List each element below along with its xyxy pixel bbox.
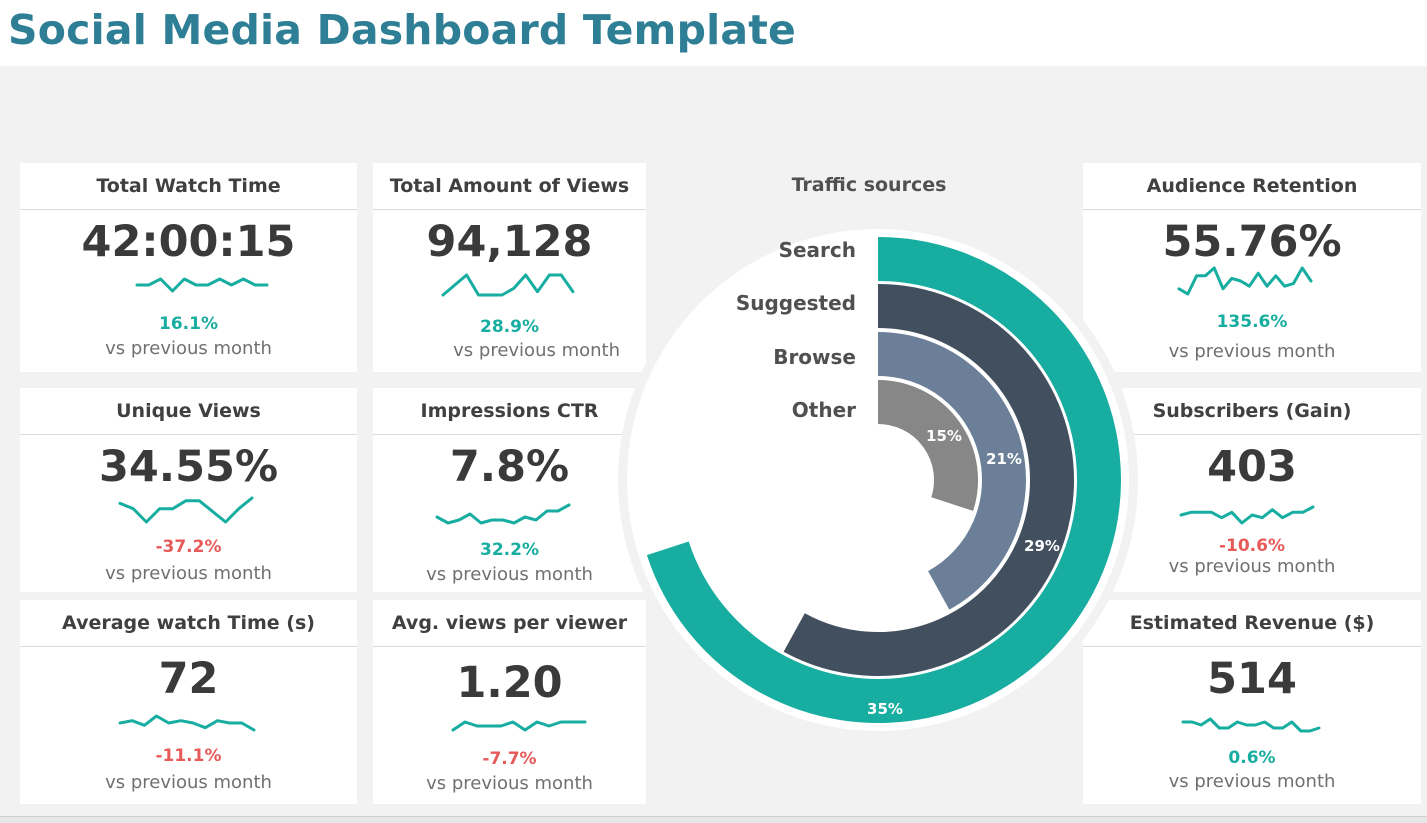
card-total-watch-time[interactable]: Total Watch Time 42:00:15 16.1% vs previ… [20,163,357,372]
card-value: 1.20 [456,658,563,708]
vs-previous-month: vs previous month [1168,771,1336,792]
vs-previous-month: vs previous month [426,773,593,794]
change-percent: -10.6% [1218,536,1286,556]
card-label: Impressions CTR [373,388,646,435]
change-percent: 135.6% [1216,312,1288,332]
card-value: 72 [158,654,219,704]
card-value: 55.76% [1162,217,1342,267]
change-percent: -37.2% [155,537,222,557]
sparkline [118,714,256,732]
sparkline [1177,266,1313,296]
vs-previous-month: vs previous month [105,338,272,359]
card-label: Audience Retention [1083,163,1421,210]
card-estimated-revenue[interactable]: Estimated Revenue ($) 514 0.6% vs previo… [1083,600,1421,804]
traffic-sources-title: Traffic sources [791,174,947,196]
sparkline [451,720,587,732]
vs-previous-month: vs previous month [426,564,593,585]
vs-previous-month: vs previous month [105,772,272,793]
card-label: Total Amount of Views [373,163,646,210]
card-unique-views[interactable]: Unique Views 34.55% -37.2% vs previous m… [20,388,357,592]
sparkline [441,273,575,297]
sheet-tab-bar [0,816,1427,823]
page-title: Social Media Dashboard Template [8,6,797,54]
change-percent: 28.9% [480,317,539,337]
card-value: 514 [1207,654,1297,704]
ring-label-other: Other [792,398,856,422]
pct-label-other: 15% [926,427,962,445]
card-avg-views-per-viewer[interactable]: Avg. views per viewer 1.20 -7.7% vs prev… [373,600,646,804]
ring-browse [877,332,1026,610]
sparkline [1179,505,1315,525]
card-value: 94,128 [426,217,593,267]
card-label: Estimated Revenue ($) [1083,600,1421,647]
card-audience-retention[interactable]: Audience Retention 55.76% 135.6% vs prev… [1083,163,1421,372]
card-label: Avg. views per viewer [373,600,646,647]
sparkline [135,277,269,293]
change-percent: 0.6% [1228,748,1276,768]
title-bar: Social Media Dashboard Template [0,0,1427,66]
change-percent: 16.1% [159,314,218,334]
pct-label-search: 35% [867,700,903,718]
card-label: Unique Views [20,388,357,435]
pct-label-suggested: 29% [1024,537,1060,555]
card-value: 7.8% [449,442,570,492]
card-label: Subscribers (Gain) [1083,388,1421,435]
vs-previous-month: vs previous month [105,563,272,584]
card-label: Average watch Time (s) [20,600,357,647]
ring-search [646,237,1121,723]
vs-previous-month: vs previous month [453,340,620,361]
vs-previous-month: vs previous month [1168,556,1336,577]
ring-label-browse: Browse [773,345,856,369]
card-label: Total Watch Time [20,163,357,210]
sparkline [435,503,571,525]
change-percent: -11.1% [155,746,222,766]
sparkline [1181,717,1321,733]
pct-label-browse: 21% [986,450,1022,468]
card-value: 34.55% [98,442,279,492]
ring-label-search: Search [779,238,856,262]
card-total-amount-of-views[interactable]: Total Amount of Views 94,128 28.9% vs pr… [373,163,646,372]
ring-label-suggested: Suggested [736,291,856,315]
card-value: 403 [1207,442,1297,492]
card-value: 42:00:15 [81,217,296,267]
ring-suggested [783,284,1074,676]
ring-other [877,380,978,511]
sparkline [118,496,254,524]
card-impressions-ctr[interactable]: Impressions CTR 7.8% 32.2% vs previous m… [373,388,646,592]
change-percent: -7.7% [482,749,537,769]
card-subscribers-gain[interactable]: Subscribers (Gain) 403 -10.6% vs previou… [1083,388,1421,592]
vs-previous-month: vs previous month [1168,341,1336,362]
card-average-watch-time[interactable]: Average watch Time (s) 72 -11.1% vs prev… [20,600,357,804]
change-percent: 32.2% [480,540,539,560]
